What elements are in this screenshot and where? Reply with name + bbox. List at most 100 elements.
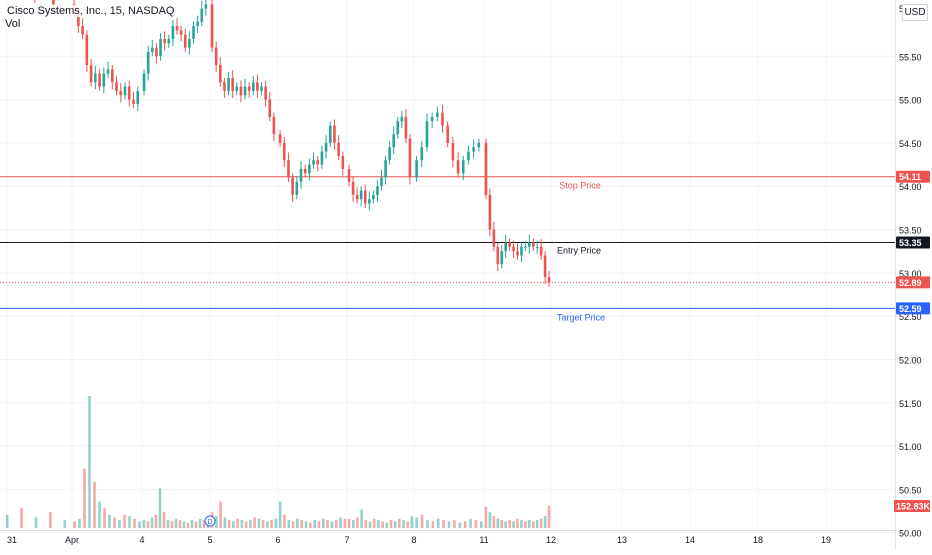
- level-label: Entry Price: [557, 246, 601, 256]
- volume-bar: [166, 520, 170, 528]
- volume-bar: [253, 517, 256, 528]
- candle-body: [111, 69, 114, 83]
- y-tick-label: 50.00: [899, 529, 922, 539]
- candle-body: [132, 99, 135, 104]
- volume-bar: [436, 518, 440, 528]
- level-price-badge: [896, 302, 930, 315]
- volume-bar: [34, 517, 38, 528]
- candle-body: [492, 229, 496, 247]
- x-tick-label: 19: [821, 535, 831, 545]
- volume-bar: [257, 518, 261, 528]
- candles: [34, 0, 551, 287]
- volume-bar: [283, 514, 286, 528]
- candle-body: [380, 177, 383, 187]
- volume-bar: [63, 520, 67, 528]
- price-badges: 54.11 53.35 52.59 52.89 152.83K: [894, 170, 931, 512]
- candle-body: [243, 86, 247, 96]
- candle-body: [251, 82, 255, 91]
- x-tick-label: 7: [344, 535, 349, 545]
- volume-bar: [512, 521, 515, 528]
- volume-bar: [5, 514, 9, 528]
- symbol-title[interactable]: Cisco Systems, Inc., 15, NASDAQ: [5, 5, 177, 17]
- volume-bar: [138, 521, 141, 528]
- y-tick-label: 50.50: [899, 485, 922, 495]
- volume-bar: [291, 521, 295, 528]
- volume-bar: [274, 518, 278, 528]
- volume-bar: [364, 520, 368, 528]
- volume-bar: [385, 522, 389, 528]
- candle-body: [146, 51, 150, 74]
- volume-legend[interactable]: Vol: [5, 18, 21, 30]
- candle-body: [171, 25, 175, 39]
- last-price-badge-label: 52.89: [899, 278, 922, 288]
- candle-body: [272, 116, 276, 135]
- volume-bar: [317, 521, 321, 528]
- y-tick-label: 52.00: [899, 355, 922, 365]
- volume-bar: [520, 520, 523, 528]
- volume-bar: [420, 514, 424, 528]
- candle-body: [235, 86, 239, 91]
- candle-body: [488, 194, 492, 230]
- x-tick-label: 12: [546, 535, 556, 545]
- volume-bar: [528, 520, 531, 528]
- y-tick-label: 51.50: [899, 399, 922, 409]
- candle-body: [123, 86, 127, 96]
- candle-body: [341, 155, 345, 169]
- candle-body: [52, 0, 55, 5]
- candle-body: [516, 251, 519, 256]
- candle-body: [219, 64, 222, 83]
- candle-body: [159, 38, 162, 57]
- candle-body: [204, 4, 208, 9]
- volume-bar: [516, 518, 519, 528]
- volume-bar: [321, 518, 325, 528]
- volume-bar: [142, 520, 146, 528]
- candle-body: [543, 255, 547, 278]
- candle-body: [316, 160, 320, 165]
- volume-badge-label: 152.83K: [896, 502, 931, 512]
- candle-body: [376, 186, 379, 195]
- candle-body: [167, 38, 171, 44]
- candle-body: [291, 177, 294, 195]
- candle-body: [119, 90, 123, 96]
- candle-body: [299, 168, 303, 182]
- candle-body: [408, 138, 412, 178]
- y-tick-label: 53.50: [899, 226, 922, 236]
- candle-body: [547, 277, 551, 283]
- candle-body: [512, 246, 515, 252]
- volume-bar: [98, 501, 101, 528]
- volume-bar: [531, 521, 535, 528]
- level-price-badge: [896, 236, 930, 249]
- volume-bar: [453, 520, 456, 528]
- candle-body: [372, 194, 375, 200]
- volume-bar: [146, 521, 150, 528]
- volume-bar: [484, 506, 488, 528]
- currency-button[interactable]: USD: [902, 4, 928, 21]
- candle-body: [324, 142, 328, 152]
- volume-bars: [5, 396, 551, 528]
- volume-bar: [198, 518, 202, 528]
- volume-bar: [128, 516, 131, 528]
- candle-body: [295, 181, 299, 195]
- dividend-marker-icon: [204, 515, 216, 527]
- candle-body: [260, 86, 263, 91]
- candle-body: [196, 21, 199, 26]
- candle-body: [136, 90, 140, 104]
- level-label: Target Price: [557, 312, 605, 322]
- candle-body: [183, 34, 187, 48]
- volume-bar: [447, 521, 451, 528]
- volume-bar: [215, 516, 218, 528]
- candle-body: [359, 190, 363, 200]
- volume-bar: [300, 520, 304, 528]
- x-tick-label: 5: [207, 535, 212, 545]
- level-price-badge-label: 52.59: [899, 304, 922, 314]
- candle-body: [446, 125, 450, 143]
- volume-bar: [458, 522, 462, 528]
- candle-body: [106, 69, 110, 74]
- volume-bar: [339, 517, 342, 528]
- candle-body: [484, 142, 488, 195]
- volume-bar: [158, 488, 162, 528]
- candle-body: [400, 116, 404, 122]
- grid-layer: [0, 0, 895, 534]
